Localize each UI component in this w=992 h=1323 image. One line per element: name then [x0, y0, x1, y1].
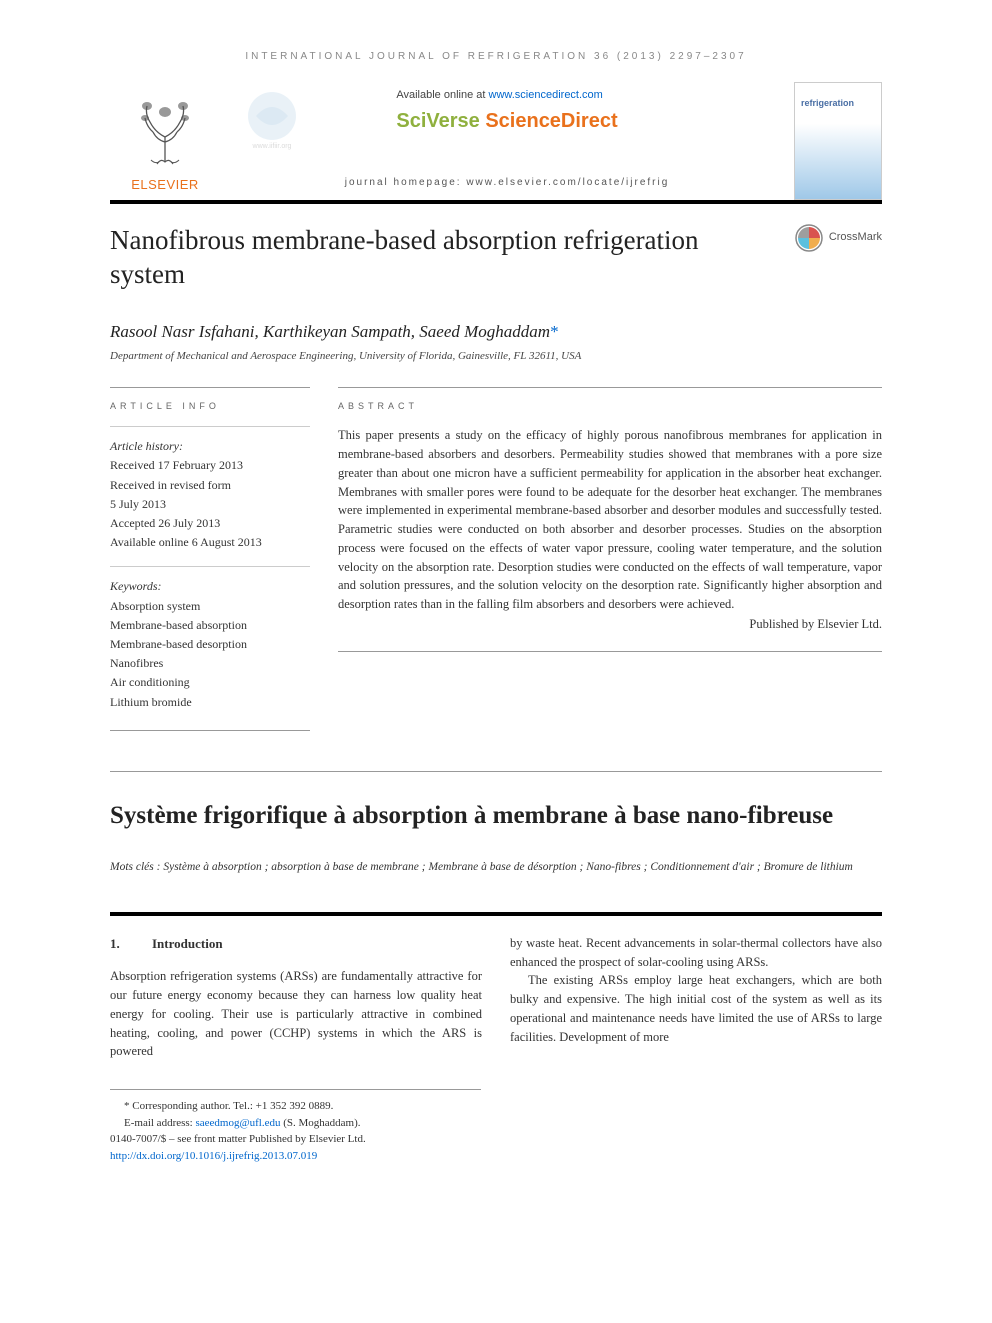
doi-link[interactable]: http://dx.doi.org/10.1016/j.ijrefrig.201…: [110, 1150, 317, 1162]
history-online: Available online 6 August 2013: [110, 533, 310, 552]
abstract-col: ABSTRACT This paper presents a study on …: [338, 387, 882, 731]
mots-list: Système à absorption ; absorption à base…: [163, 861, 853, 873]
keyword: Lithium bromide: [110, 693, 310, 712]
history-block: Article history: Received 17 February 20…: [110, 426, 310, 552]
intro-heading: 1.Introduction: [110, 934, 482, 954]
corresponding-star: *: [550, 322, 559, 341]
avail-prefix: Available online at: [396, 89, 488, 101]
intro-p2b: The existing ARSs employ large heat exch…: [510, 971, 882, 1046]
french-title: Système frigorifique à absorption à memb…: [110, 771, 882, 833]
footnotes: * Corresponding author. Tel.: +1 352 392…: [110, 1089, 481, 1164]
publisher-name: ELSEVIER: [131, 176, 199, 194]
history-revised-a: Received in revised form: [110, 476, 310, 495]
email-link[interactable]: saeedmog@ufl.edu: [195, 1117, 280, 1129]
iifiir-badge-icon: www.iifiir.org: [238, 88, 306, 156]
intro-heading-text: Introduction: [152, 936, 223, 951]
info-bottom-rule: [110, 730, 310, 731]
history-revised-b: 5 July 2013: [110, 495, 310, 514]
keyword: Air conditioning: [110, 673, 310, 692]
email-label: E-mail address:: [124, 1117, 195, 1129]
body-col-right: by waste heat. Recent advancements in so…: [510, 934, 882, 1061]
title-row: Nanofibrous membrane-based absorption re…: [110, 224, 882, 292]
abstract-label: ABSTRACT: [338, 400, 882, 413]
keyword: Nanofibres: [110, 654, 310, 673]
history-accepted: Accepted 26 July 2013: [110, 514, 310, 533]
history-label: Article history:: [110, 437, 310, 456]
sciencedirect-link[interactable]: www.sciencedirect.com: [489, 89, 603, 101]
affiliation: Department of Mechanical and Aerospace E…: [110, 349, 882, 364]
article-title: Nanofibrous membrane-based absorption re…: [110, 224, 795, 292]
running-header: INTERNATIONAL JOURNAL OF REFRIGERATION 3…: [110, 50, 882, 64]
svg-text:www.iifiir.org: www.iifiir.org: [252, 143, 292, 150]
cover-title: refrigeration: [801, 97, 854, 110]
abstract-text: This paper presents a study on the effic…: [338, 426, 882, 614]
sciverse-logo: SciVerse ScienceDirect: [396, 107, 617, 135]
masthead-center: www.iifiir.org Available online at www.s…: [220, 82, 794, 200]
issn-line: 0140-7007/$ – see front matter Published…: [110, 1131, 481, 1148]
intro-p1: Absorption refrigeration systems (ARSs) …: [110, 967, 482, 1061]
crossmark-badge[interactable]: CrossMark: [795, 224, 882, 252]
abstract-bottom-rule: [338, 651, 882, 652]
email-suffix: (S. Moghaddam).: [280, 1117, 360, 1129]
intro-num: 1.: [110, 934, 152, 954]
available-online-line: Available online at www.sciencedirect.co…: [396, 88, 617, 103]
publisher-logo: ELSEVIER: [110, 82, 220, 200]
body-col-left: 1.Introduction Absorption refrigeration …: [110, 934, 482, 1061]
sciverse-word-a: SciVerse: [396, 110, 485, 132]
article-info-col: ARTICLE INFO Article history: Received 1…: [110, 387, 310, 731]
history-received: Received 17 February 2013: [110, 456, 310, 475]
keyword: Absorption system: [110, 597, 310, 616]
keyword: Membrane-based absorption: [110, 616, 310, 635]
keyword: Membrane-based desorption: [110, 635, 310, 654]
crossmark-icon: [795, 224, 823, 252]
body-columns: 1.Introduction Absorption refrigeration …: [110, 912, 882, 1061]
corr-author-note: * Corresponding author. Tel.: +1 352 392…: [110, 1098, 481, 1115]
author-list: Rasool Nasr Isfahani, Karthikeyan Sampat…: [110, 322, 550, 341]
elsevier-tree-icon: [125, 92, 205, 172]
article-info-label: ARTICLE INFO: [110, 400, 310, 413]
sciverse-word-b: ScienceDirect: [485, 110, 617, 132]
intro-p2a: by waste heat. Recent advancements in so…: [510, 934, 882, 972]
abstract-publisher: Published by Elsevier Ltd.: [338, 616, 882, 634]
info-abstract-row: ARTICLE INFO Article history: Received 1…: [110, 387, 882, 731]
journal-homepage: journal homepage: www.elsevier.com/locat…: [345, 176, 670, 190]
authors: Rasool Nasr Isfahani, Karthikeyan Sampat…: [110, 320, 882, 344]
journal-cover-thumb: refrigeration: [794, 82, 882, 200]
mots-cles: Mots clés : Système à absorption ; absor…: [110, 859, 882, 876]
mots-label: Mots clés :: [110, 861, 163, 873]
crossmark-label: CrossMark: [829, 230, 882, 245]
masthead: ELSEVIER www.iifiir.org Available online…: [110, 82, 882, 204]
email-line: E-mail address: saeedmog@ufl.edu (S. Mog…: [110, 1115, 481, 1132]
keywords-label: Keywords:: [110, 577, 310, 596]
keywords-block: Keywords: Absorption system Membrane-bas…: [110, 566, 310, 711]
